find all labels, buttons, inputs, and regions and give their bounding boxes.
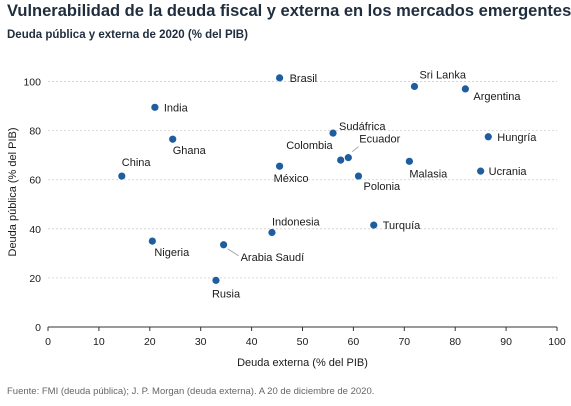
x-tick-label: 70 <box>398 336 410 348</box>
point-label: Indonesia <box>272 217 321 229</box>
data-point <box>461 85 469 93</box>
data-point <box>275 74 284 82</box>
y-tick-label: 40 <box>29 224 41 236</box>
y-tick-label: 60 <box>29 175 41 187</box>
data-point <box>268 228 276 237</box>
data-point <box>148 237 156 245</box>
data-point <box>212 276 220 284</box>
data-point <box>118 172 126 180</box>
point-label: México <box>274 173 309 185</box>
point-label: Ucrania <box>489 166 528 178</box>
data-point <box>405 157 413 165</box>
x-tick-label: 60 <box>348 336 360 348</box>
data-point <box>337 156 345 164</box>
data-point <box>329 129 337 137</box>
point-label: Polonia <box>363 181 401 193</box>
leader-line <box>227 248 239 257</box>
axes: 0 20 40 60 80 100 0 10 20 30 40 50 60 70 80 90 100 <box>23 77 565 348</box>
data-point <box>477 167 485 175</box>
data-point <box>344 154 352 162</box>
x-tick-label: 40 <box>246 336 258 348</box>
chart-title: Vulnerabilidad de la deuda fiscal y exte… <box>7 2 571 20</box>
y-axis-label: Deuda pública (% del PIB) <box>7 127 19 256</box>
y-tick-label: 80 <box>29 126 41 138</box>
point-label: Colombia <box>286 140 333 152</box>
x-tick-label: 10 <box>93 336 105 348</box>
point-label: Brasil <box>290 73 318 85</box>
point-label: Arabia Saudí <box>241 252 305 264</box>
data-point <box>370 221 378 229</box>
point-label: Nigeria <box>154 247 190 259</box>
x-tick-label: 100 <box>548 336 566 348</box>
source-note: Fuente: FMI (deuda pública); J. P. Morga… <box>7 386 375 397</box>
y-tick-label: 20 <box>29 273 41 285</box>
point-label: Argentina <box>473 91 521 103</box>
point-label: India <box>164 102 189 114</box>
y-tick-label: 0 <box>35 322 41 334</box>
point-label: Hungría <box>497 132 537 144</box>
point-label: Rusia <box>212 288 241 300</box>
x-tick-label: 50 <box>297 336 309 348</box>
gridlines <box>48 81 557 279</box>
data-point <box>410 82 419 91</box>
data-point <box>169 135 177 143</box>
x-tick-label: 30 <box>195 336 207 348</box>
data-point <box>220 241 228 249</box>
x-axis-label: Deuda externa (% del PIB) <box>237 357 368 369</box>
data-point <box>275 162 284 170</box>
chart-subtitle: Deuda pública y externa de 2020 (% del P… <box>7 29 248 41</box>
data-point <box>354 172 363 180</box>
leader-line <box>352 146 359 152</box>
x-tick-label: 80 <box>449 336 461 348</box>
x-tick-label: 90 <box>500 336 512 348</box>
point-label: Turquía <box>383 220 421 232</box>
y-tick-label: 100 <box>23 77 41 89</box>
point-label: Sudáfrica <box>339 121 386 133</box>
point-label: Sri Lanka <box>419 69 466 81</box>
x-tick-label: 20 <box>144 336 156 348</box>
data-point <box>151 103 159 111</box>
point-label: Ghana <box>173 145 207 157</box>
x-tick-label: 0 <box>45 336 51 348</box>
point-label: Malasia <box>409 168 448 180</box>
data-point <box>484 133 492 141</box>
point-label: Ecuador <box>359 134 400 146</box>
data-points: Brasil Sri Lanka Argentina India Sudáfrica Hu… <box>118 69 537 300</box>
point-label: China <box>122 157 152 169</box>
